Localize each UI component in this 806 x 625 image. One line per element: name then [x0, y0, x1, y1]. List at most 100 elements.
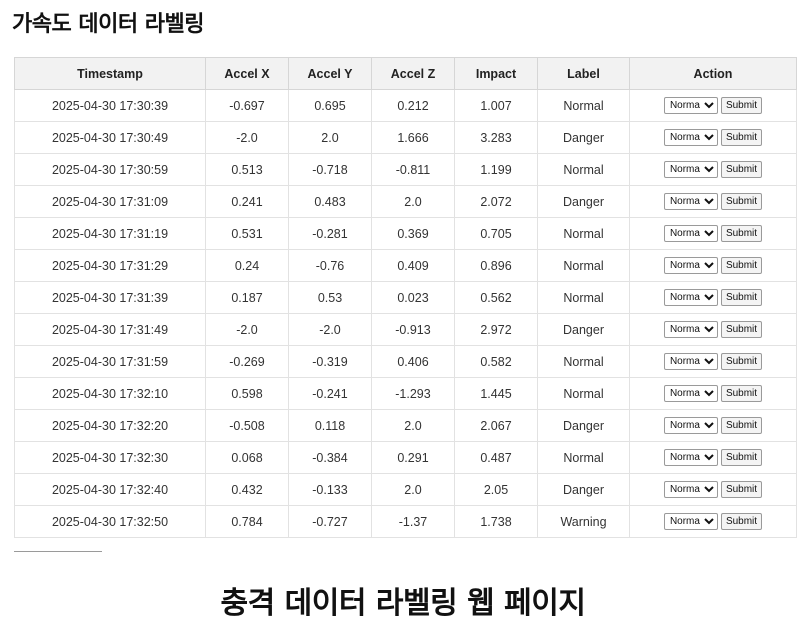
- footer-divider: [14, 551, 102, 552]
- action-controls: Normal Submit: [630, 282, 796, 313]
- submit-button[interactable]: Submit: [720, 385, 763, 402]
- submit-button[interactable]: Submit: [720, 129, 763, 146]
- table-row: 2025-04-30 17:31:19 0.531 -0.281 0.369 0.705…: [14, 217, 797, 250]
- cell-accel-x: -0.697: [205, 89, 289, 122]
- cell-accel-z: 0.406: [371, 345, 455, 378]
- submit-button[interactable]: Submit: [720, 97, 763, 114]
- cell-accel-y: 2.0: [288, 121, 372, 154]
- label-select[interactable]: Normal: [663, 97, 718, 114]
- cell-label: Danger: [537, 313, 630, 346]
- cell-label: Normal: [537, 153, 630, 186]
- action-controls: Normal Submit: [630, 506, 796, 537]
- submit-button[interactable]: Submit: [720, 449, 763, 466]
- cell-action: Normal Submit: [629, 89, 797, 122]
- cell-accel-y: -0.241: [288, 377, 372, 410]
- table-row: 2025-04-30 17:32:30 0.068 -0.384 0.291 0.487…: [14, 441, 797, 474]
- cell-impact: 1.007: [454, 89, 538, 122]
- table-row: 2025-04-30 17:30:49 -2.0 2.0 1.666 3.283 Dang…: [14, 121, 797, 154]
- cell-label: Normal: [537, 345, 630, 378]
- submit-button[interactable]: Submit: [720, 481, 763, 498]
- cell-accel-y: -0.76: [288, 249, 372, 282]
- cell-accel-z: 2.0: [371, 185, 455, 218]
- label-select[interactable]: Normal: [663, 481, 718, 498]
- cell-label: Normal: [537, 249, 630, 282]
- label-select[interactable]: Normal: [663, 353, 718, 370]
- action-controls: Normal Submit: [630, 250, 796, 281]
- label-select[interactable]: Normal: [663, 289, 718, 306]
- submit-button[interactable]: Submit: [720, 321, 763, 338]
- cell-accel-x: 0.531: [205, 217, 289, 250]
- table-row: 2025-04-30 17:31:59 -0.269 -0.319 0.406 0.58…: [14, 345, 797, 378]
- cell-timestamp: 2025-04-30 17:31:29: [14, 249, 206, 282]
- label-select[interactable]: Normal: [663, 513, 718, 530]
- table-header: Timestamp Accel X Accel Y Accel Z Impact…: [14, 57, 797, 90]
- action-controls: Normal Submit: [630, 186, 796, 217]
- submit-button[interactable]: Submit: [720, 257, 763, 274]
- cell-accel-x: 0.513: [205, 153, 289, 186]
- submit-button[interactable]: Submit: [720, 193, 763, 210]
- cell-accel-x: 0.187: [205, 281, 289, 314]
- table-row: 2025-04-30 17:32:40 0.432 -0.133 2.0 2.05 Dan…: [14, 473, 797, 506]
- column-header-accel-x: Accel X: [205, 57, 289, 90]
- cell-timestamp: 2025-04-30 17:32:10: [14, 377, 206, 410]
- label-select[interactable]: Normal: [663, 257, 718, 274]
- cell-accel-z: 0.291: [371, 441, 455, 474]
- cell-accel-z: -1.293: [371, 377, 455, 410]
- action-controls: Normal Submit: [630, 378, 796, 409]
- cell-impact: 2.072: [454, 185, 538, 218]
- cell-label: Normal: [537, 281, 630, 314]
- cell-action: Normal Submit: [629, 409, 797, 442]
- cell-label: Normal: [537, 89, 630, 122]
- label-select[interactable]: Normal: [663, 321, 718, 338]
- cell-action: Normal Submit: [629, 153, 797, 186]
- submit-button[interactable]: Submit: [720, 417, 763, 434]
- cell-timestamp: 2025-04-30 17:31:09: [14, 185, 206, 218]
- cell-impact: 0.896: [454, 249, 538, 282]
- column-header-action: Action: [629, 57, 797, 90]
- cell-action: Normal Submit: [629, 313, 797, 346]
- table-row: 2025-04-30 17:31:29 0.24 -0.76 0.409 0.896 No…: [14, 249, 797, 282]
- label-select[interactable]: Normal: [663, 161, 718, 178]
- cell-accel-y: -0.384: [288, 441, 372, 474]
- cell-action: Normal Submit: [629, 217, 797, 250]
- action-controls: Normal Submit: [630, 218, 796, 249]
- label-select[interactable]: Normal: [663, 385, 718, 402]
- column-header-impact: Impact: [454, 57, 538, 90]
- submit-button[interactable]: Submit: [720, 353, 763, 370]
- column-header-accel-y: Accel Y: [288, 57, 372, 90]
- label-select[interactable]: Normal: [663, 193, 718, 210]
- label-select[interactable]: Normal: [663, 449, 718, 466]
- cell-accel-z: -1.37: [371, 505, 455, 538]
- column-header-timestamp: Timestamp: [14, 57, 206, 90]
- cell-label: Normal: [537, 441, 630, 474]
- action-controls: Normal Submit: [630, 442, 796, 473]
- cell-accel-x: 0.068: [205, 441, 289, 474]
- cell-accel-y: -2.0: [288, 313, 372, 346]
- labeling-table: Timestamp Accel X Accel Y Accel Z Impact…: [14, 57, 797, 538]
- cell-label: Danger: [537, 409, 630, 442]
- cell-impact: 0.487: [454, 441, 538, 474]
- table-body: 2025-04-30 17:30:39 -0.697 0.695 0.212 1.007…: [14, 89, 797, 538]
- cell-label: Warning: [537, 505, 630, 538]
- submit-button[interactable]: Submit: [720, 161, 763, 178]
- cell-label: Danger: [537, 121, 630, 154]
- cell-timestamp: 2025-04-30 17:32:20: [14, 409, 206, 442]
- cell-impact: 2.972: [454, 313, 538, 346]
- cell-accel-z: 1.666: [371, 121, 455, 154]
- label-select[interactable]: Normal: [663, 225, 718, 242]
- label-select[interactable]: Normal: [663, 417, 718, 434]
- cell-timestamp: 2025-04-30 17:31:39: [14, 281, 206, 314]
- cell-accel-y: 0.53: [288, 281, 372, 314]
- label-select[interactable]: Normal: [663, 129, 718, 146]
- table-row: 2025-04-30 17:32:10 0.598 -0.241 -1.293 1.44…: [14, 377, 797, 410]
- cell-accel-x: 0.598: [205, 377, 289, 410]
- submit-button[interactable]: Submit: [720, 225, 763, 242]
- cell-accel-z: 2.0: [371, 409, 455, 442]
- submit-button[interactable]: Submit: [720, 289, 763, 306]
- column-header-accel-z: Accel Z: [371, 57, 455, 90]
- cell-impact: 0.562: [454, 281, 538, 314]
- submit-button[interactable]: Submit: [720, 513, 763, 530]
- table-row: 2025-04-30 17:30:39 -0.697 0.695 0.212 1.007…: [14, 89, 797, 122]
- cell-accel-x: -2.0: [205, 121, 289, 154]
- cell-accel-z: -0.913: [371, 313, 455, 346]
